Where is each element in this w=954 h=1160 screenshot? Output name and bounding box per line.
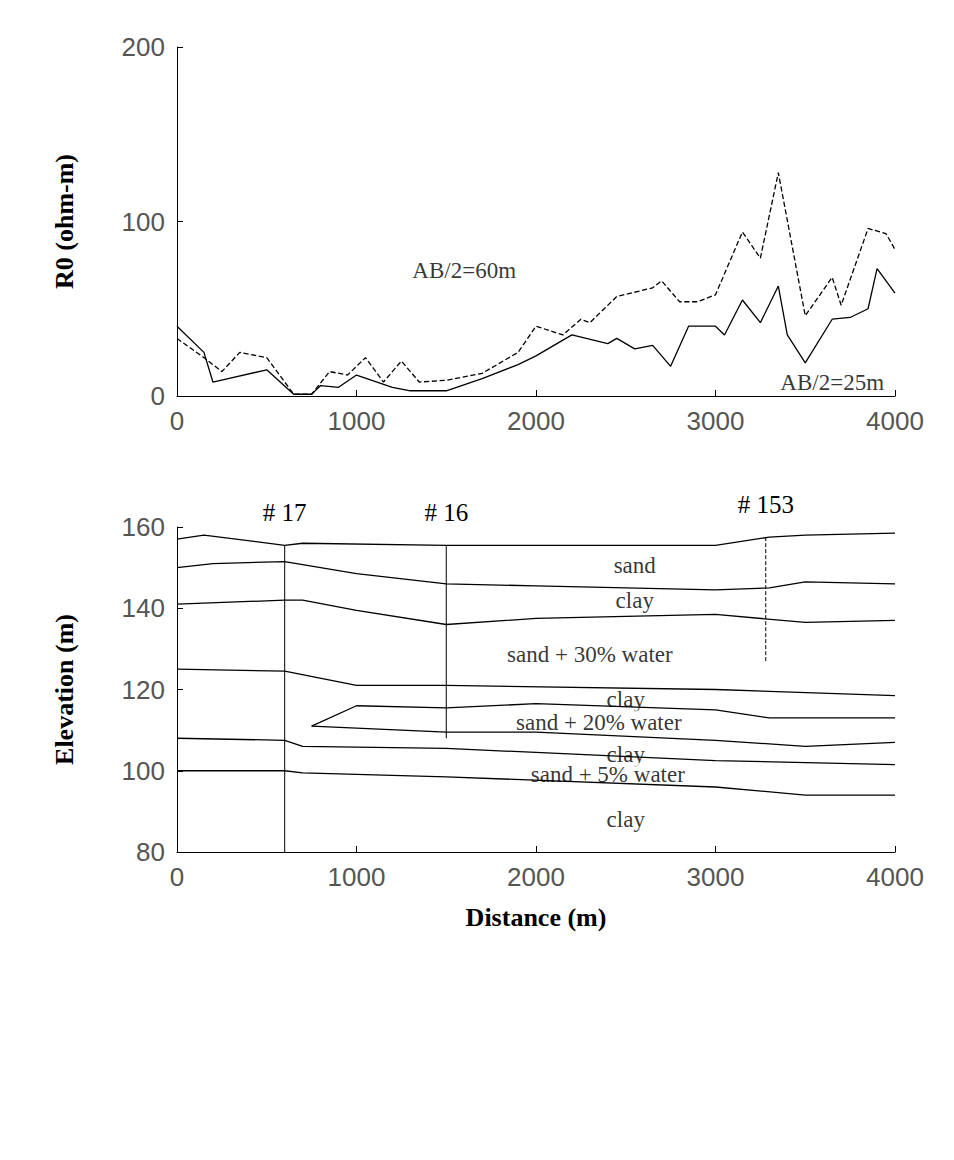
svg-text:100: 100	[122, 756, 165, 786]
svg-text:# 153: # 153	[738, 491, 794, 518]
svg-text:clay: clay	[616, 588, 655, 613]
svg-text:# 17: # 17	[263, 499, 307, 526]
svg-text:120: 120	[122, 675, 165, 705]
svg-text:sand + 30% water: sand + 30% water	[507, 642, 673, 667]
svg-text:2000: 2000	[507, 862, 565, 892]
svg-text:clay: clay	[607, 807, 646, 832]
svg-text:Elevation (m): Elevation (m)	[50, 614, 79, 765]
svg-text:sand: sand	[614, 553, 657, 578]
svg-text:0: 0	[170, 406, 184, 436]
svg-text:sand + 20% water: sand + 20% water	[516, 710, 682, 735]
svg-text:100: 100	[122, 207, 165, 237]
svg-text:clay: clay	[606, 742, 645, 767]
svg-text:80: 80	[136, 837, 165, 867]
svg-text:AB/2=60m: AB/2=60m	[412, 258, 516, 283]
svg-text:200: 200	[122, 32, 165, 62]
svg-text:4000: 4000	[866, 862, 924, 892]
svg-text:1000: 1000	[328, 406, 386, 436]
svg-text:2000: 2000	[507, 406, 565, 436]
svg-text:160: 160	[122, 512, 165, 542]
svg-text:1000: 1000	[328, 862, 386, 892]
svg-text:0: 0	[170, 862, 184, 892]
svg-text:4000: 4000	[866, 406, 924, 436]
svg-text:Distance (m): Distance (m)	[466, 903, 607, 932]
svg-text:0: 0	[151, 381, 165, 411]
svg-text:AB/2=25m: AB/2=25m	[780, 370, 884, 395]
svg-text:sand + 5% water: sand + 5% water	[530, 762, 685, 788]
svg-text:clay: clay	[607, 687, 646, 712]
svg-text:# 16: # 16	[424, 499, 468, 526]
svg-text:140: 140	[122, 593, 165, 623]
svg-text:3000: 3000	[687, 406, 745, 436]
svg-text:3000: 3000	[687, 862, 745, 892]
svg-text:R0 (ohm-m): R0 (ohm-m)	[50, 154, 79, 289]
